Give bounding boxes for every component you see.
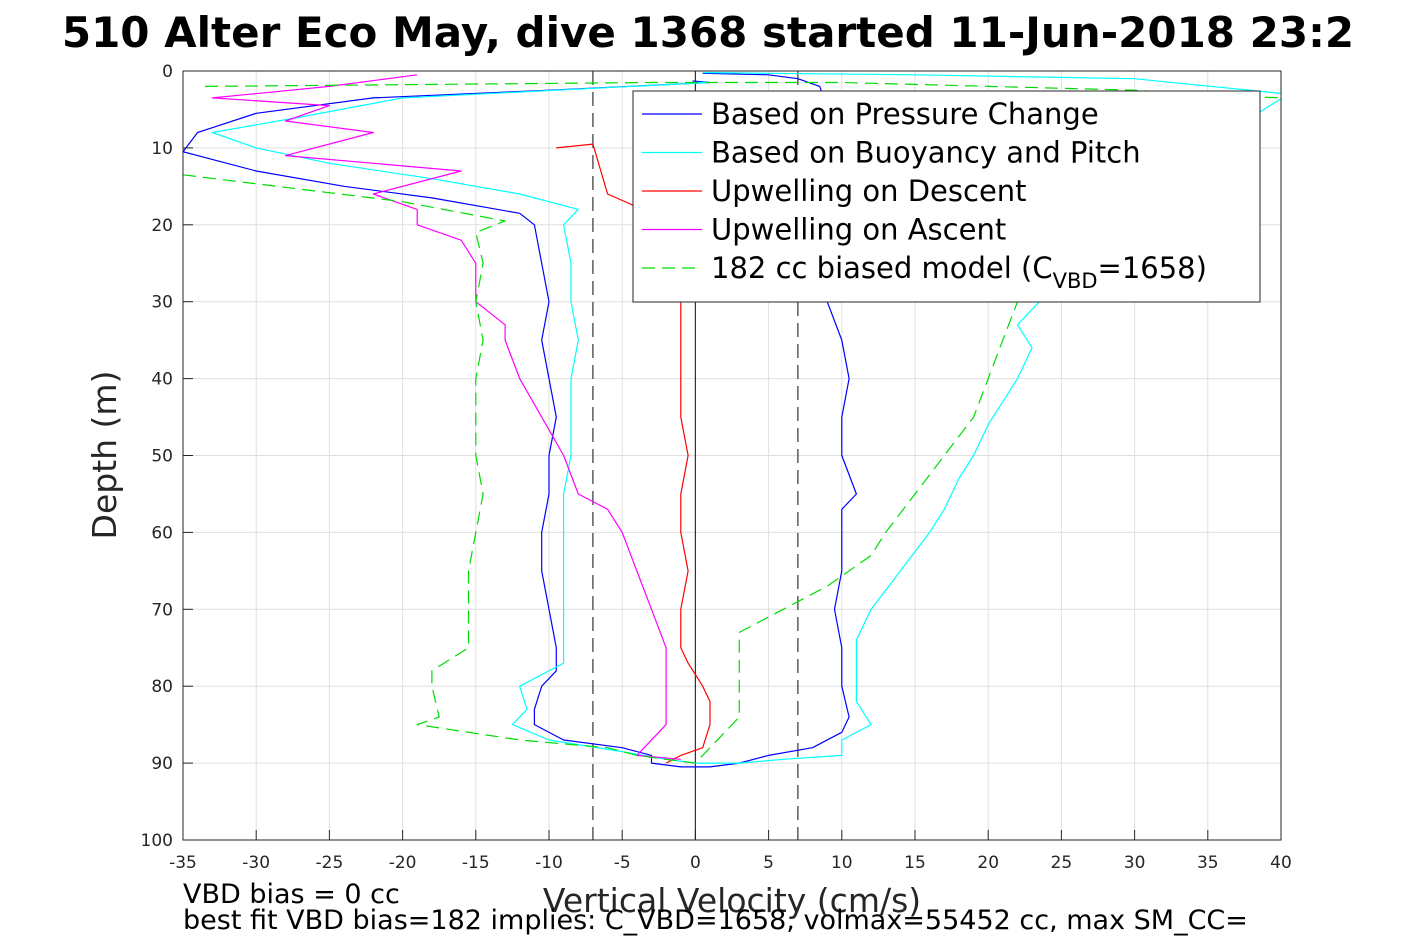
legend-label-0: Based on Pressure Change <box>711 97 1099 131</box>
x-tick-label: 0 <box>690 853 701 873</box>
y-tick-label: 50 <box>151 447 173 467</box>
x-tick-label: 15 <box>904 853 926 873</box>
x-tick-label: -30 <box>242 853 270 873</box>
x-tick-label: 40 <box>1270 853 1292 873</box>
x-tick-label: -35 <box>169 853 197 873</box>
legend-label-2: Upwelling on Descent <box>711 174 1027 208</box>
y-axis-label: Depth (m) <box>85 371 124 540</box>
y-tick-label: 100 <box>141 831 173 851</box>
y-tick-label: 10 <box>151 139 173 159</box>
x-tick-label: 20 <box>977 853 999 873</box>
footer-vbd-bias: VBD bias = 0 cc <box>183 879 400 910</box>
legend-label-prefix: 182 cc biased model (C <box>711 251 1053 285</box>
x-tick-label: 35 <box>1197 853 1219 873</box>
y-tick-label: 20 <box>151 216 173 236</box>
legend-label-suffix: =1658) <box>1098 251 1207 285</box>
x-tick-label: 30 <box>1124 853 1146 873</box>
legend-label-subscript: VBD <box>1053 269 1098 293</box>
y-tick-label: 0 <box>162 62 173 82</box>
x-tick-label: -5 <box>614 853 631 873</box>
footer-best-fit: best fit VBD bias=182 implies: C_VBD=165… <box>183 905 1248 936</box>
legend-box <box>632 90 1261 303</box>
x-tick-label: 25 <box>1051 853 1073 873</box>
x-axis-label: Vertical Velocity (cm/s) <box>543 881 921 920</box>
legend: Based on Pressure Change Based on Buoyanc… <box>632 90 1261 303</box>
x-axis-ticks: -35 -30 -25 -20 -15 -10 -5 0 5 10 15 20 25 30 35 40 <box>169 830 1292 873</box>
chart-title: 510 Alter Eco May, dive 1368 started 11-… <box>62 8 1354 57</box>
x-tick-label: -25 <box>316 853 344 873</box>
series-line-0 <box>183 72 858 768</box>
legend-label-3: Upwelling on Ascent <box>711 213 1006 247</box>
legend-label-1: Based on Buoyancy and Pitch <box>711 136 1141 170</box>
x-tick-label: -15 <box>462 853 490 873</box>
x-tick-label: -20 <box>389 853 417 873</box>
series-line-1 <box>211 71 1281 764</box>
x-tick-label: 5 <box>763 853 774 873</box>
legend-label-4: 182 cc biased model (CVBD=1658) <box>711 251 1207 293</box>
y-tick-label: 70 <box>151 600 173 620</box>
x-tick-label: -10 <box>535 853 563 873</box>
x-tick-label: 10 <box>831 853 853 873</box>
y-tick-label: 90 <box>151 754 173 774</box>
y-tick-label: 40 <box>151 370 173 390</box>
y-tick-label: 30 <box>151 293 173 313</box>
y-tick-label: 60 <box>151 523 173 543</box>
y-axis-ticks: 0 10 20 30 40 50 60 70 80 90 100 <box>141 62 193 851</box>
y-tick-label: 80 <box>151 677 173 697</box>
series-line-3 <box>211 74 681 760</box>
